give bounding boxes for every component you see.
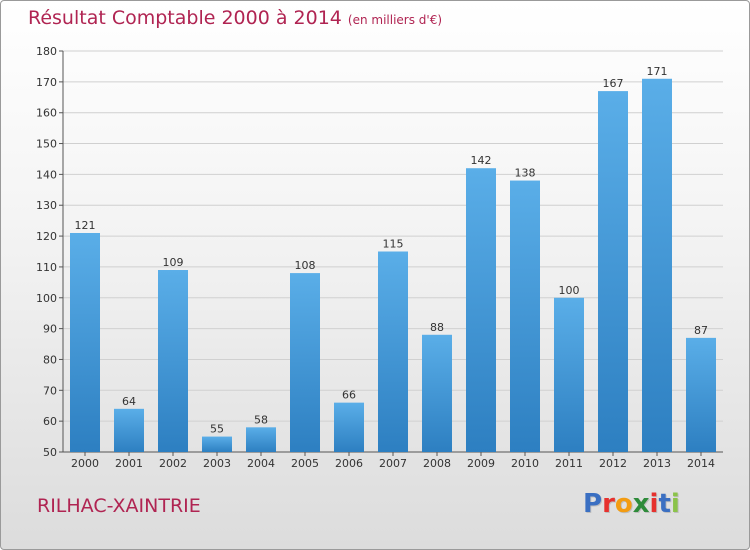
x-tick-label: 2006 — [335, 457, 363, 470]
bar — [158, 270, 188, 452]
x-tick-label: 2014 — [687, 457, 715, 470]
x-tick-label: 2003 — [203, 457, 231, 470]
logo-letter: i — [670, 489, 680, 519]
bar — [510, 180, 540, 453]
y-tick-label: 90 — [43, 323, 57, 336]
chart-title: Résultat Comptable 2000 à 2014 (en millie… — [28, 7, 442, 29]
logo-letter: o — [614, 489, 633, 519]
bar — [642, 78, 672, 452]
bar-value-label: 167 — [603, 77, 624, 90]
bar-value-label: 88 — [430, 321, 444, 334]
bar — [202, 436, 232, 452]
y-tick-label: 70 — [43, 384, 57, 397]
y-tick-label: 100 — [36, 292, 57, 305]
logo-letter: i — [649, 489, 659, 519]
x-tick-label: 2005 — [291, 457, 319, 470]
x-tick-label: 2013 — [643, 457, 671, 470]
bar-value-label: 115 — [383, 238, 404, 251]
bar-value-label: 100 — [559, 284, 580, 297]
bar-value-label: 138 — [515, 167, 536, 180]
y-tick-label: 170 — [36, 76, 57, 89]
x-tick-label: 2009 — [467, 457, 495, 470]
x-tick-label: 2004 — [247, 457, 275, 470]
y-tick-label: 160 — [36, 107, 57, 120]
bar — [422, 334, 452, 452]
y-tick-label: 120 — [36, 230, 57, 243]
bar-value-label: 109 — [163, 256, 184, 269]
bar-value-label: 55 — [210, 423, 224, 436]
bar-value-label: 171 — [647, 65, 668, 78]
bar-value-label: 108 — [295, 259, 316, 272]
y-tick-label: 180 — [36, 45, 57, 58]
x-tick-label: 2001 — [115, 457, 143, 470]
bar — [378, 251, 408, 452]
bar — [70, 232, 100, 452]
x-tick-label: 2000 — [71, 457, 99, 470]
bar — [466, 168, 496, 452]
y-tick-label: 130 — [36, 199, 57, 212]
y-tick-label: 110 — [36, 261, 57, 274]
logo-letter: t — [658, 489, 671, 519]
x-tick-label: 2012 — [599, 457, 627, 470]
y-tick-label: 50 — [43, 446, 57, 459]
bar-value-label: 64 — [122, 395, 136, 408]
bar — [554, 297, 584, 452]
bar-value-label: 58 — [254, 413, 268, 426]
y-tick-label: 60 — [43, 415, 57, 428]
bar — [246, 427, 276, 452]
commune-name: RILHAC-XAINTRIE — [37, 495, 201, 517]
y-tick-label: 150 — [36, 138, 57, 151]
bar-value-label: 142 — [471, 154, 492, 167]
bar-value-label: 66 — [342, 389, 356, 402]
chart-unit-subtitle: (en milliers d'€) — [347, 13, 443, 27]
logo-letter: P — [583, 489, 603, 519]
x-tick-label: 2007 — [379, 457, 407, 470]
logo-letter: r — [602, 489, 615, 519]
x-tick-label: 2002 — [159, 457, 187, 470]
bar — [290, 273, 320, 452]
bar — [114, 408, 144, 452]
logo-letter: x — [632, 489, 650, 519]
bar — [686, 337, 716, 452]
bar-value-label: 121 — [75, 219, 96, 232]
x-tick-label: 2010 — [511, 457, 539, 470]
bar — [334, 402, 364, 452]
bar-value-label: 87 — [694, 324, 708, 337]
y-tick-label: 140 — [36, 168, 57, 181]
y-tick-label: 80 — [43, 353, 57, 366]
chart-title-text: Résultat Comptable 2000 à 2014 — [28, 7, 342, 29]
proxiti-logo: Proxiti — [583, 489, 680, 519]
x-tick-label: 2011 — [555, 457, 583, 470]
x-tick-label: 2008 — [423, 457, 451, 470]
bar — [598, 91, 628, 452]
